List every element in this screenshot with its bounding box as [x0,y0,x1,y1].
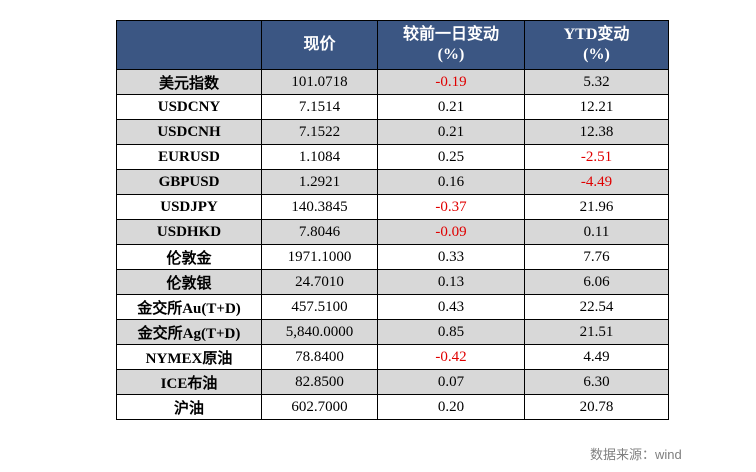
cell-price: 1971.1000 [261,244,378,270]
header-daily-change-unit: (%) [437,46,465,63]
cell-ytd-change: -2.51 [524,144,669,170]
cell-name: EURUSD [116,144,262,170]
cell-price: 78.8400 [261,344,378,370]
table-row: 金交所Au(T+D) 457.5100 0.43 22.54 [116,294,669,320]
cell-price: 602.7000 [261,394,378,420]
cell-name: 金交所Au(T+D) [116,294,262,320]
cell-price: 24.7010 [261,269,378,295]
header-ytd-change: YTD变动 (%) [524,20,669,70]
cell-name: 金交所Ag(T+D) [116,319,262,345]
cell-ytd-change: -4.49 [524,169,669,195]
table-row: 伦敦银 24.7010 0.13 6.06 [116,269,669,295]
cell-price: 7.1514 [261,94,378,120]
table-row: USDCNY 7.1514 0.21 12.21 [116,94,669,120]
cell-price: 5,840.0000 [261,319,378,345]
cell-name: 沪油 [116,394,262,420]
cell-name: USDJPY [116,194,262,220]
table-row: 金交所Ag(T+D) 5,840.0000 0.85 21.51 [116,319,669,345]
cell-daily-change: -0.37 [377,194,525,220]
cell-daily-change: 0.25 [377,144,525,170]
cell-ytd-change: 20.78 [524,394,669,420]
cell-name: 美元指数 [116,69,262,95]
cell-daily-change: 0.13 [377,269,525,295]
cell-daily-change: 0.43 [377,294,525,320]
table-body: 美元指数 101.0718 -0.19 5.32 USDCNY 7.1514 0.21 12.… [116,69,669,420]
cell-daily-change: 0.20 [377,394,525,420]
cell-ytd-change: 12.21 [524,94,669,120]
cell-price: 101.0718 [261,69,378,95]
cell-price: 457.5100 [261,294,378,320]
cell-ytd-change: 7.76 [524,244,669,270]
cell-ytd-change: 22.54 [524,294,669,320]
cell-ytd-change: 4.49 [524,344,669,370]
cell-ytd-change: 5.32 [524,69,669,95]
table-row: USDHKD 7.8046 -0.09 0.11 [116,219,669,245]
cell-daily-change: 0.21 [377,119,525,145]
table-row: 沪油 602.7000 0.20 20.78 [116,394,669,420]
cell-daily-change: -0.09 [377,219,525,245]
table-row: GBPUSD 1.2921 0.16 -4.49 [116,169,669,195]
header-ytd-change-unit: (%) [583,46,610,63]
cell-price: 82.8500 [261,369,378,395]
cell-daily-change: 0.16 [377,169,525,195]
source-note: 数据来源：wind [590,447,682,462]
header-daily-change: 较前一日变动 (%) [377,20,525,70]
cell-daily-change: 0.07 [377,369,525,395]
table-row: USDJPY 140.3845 -0.37 21.96 [116,194,669,220]
cell-ytd-change: 21.51 [524,319,669,345]
cell-name: USDCNH [116,119,262,145]
header-price: 现价 [261,20,378,70]
cell-ytd-change: 21.96 [524,194,669,220]
market-data-table: 现价 较前一日变动 (%) YTD变动 (%) 美元指数 101.0718 -0.1… [116,20,669,420]
table-header-row: 现价 较前一日变动 (%) YTD变动 (%) [116,20,669,70]
cell-daily-change: -0.42 [377,344,525,370]
cell-price: 7.1522 [261,119,378,145]
cell-daily-change: -0.19 [377,69,525,95]
cell-name: ICE布油 [116,369,262,395]
header-daily-change-title: 较前一日变动 [402,26,499,43]
cell-name: 伦敦金 [116,244,262,270]
header-ytd-change-title: YTD变动 [563,26,630,43]
cell-ytd-change: 6.06 [524,269,669,295]
cell-price: 140.3845 [261,194,378,220]
cell-ytd-change: 0.11 [524,219,669,245]
cell-name: USDCNY [116,94,262,120]
cell-price: 1.1084 [261,144,378,170]
cell-name: GBPUSD [116,169,262,195]
table-row: NYMEX原油 78.8400 -0.42 4.49 [116,344,669,370]
cell-ytd-change: 12.38 [524,119,669,145]
cell-daily-change: 0.33 [377,244,525,270]
cell-name: NYMEX原油 [116,344,262,370]
cell-daily-change: 0.21 [377,94,525,120]
cell-ytd-change: 6.30 [524,369,669,395]
cell-price: 7.8046 [261,219,378,245]
cell-name: 伦敦银 [116,269,262,295]
table-row: USDCNH 7.1522 0.21 12.38 [116,119,669,145]
cell-name: USDHKD [116,219,262,245]
cell-price: 1.2921 [261,169,378,195]
table-row: ICE布油 82.8500 0.07 6.30 [116,369,669,395]
table-row: EURUSD 1.1084 0.25 -2.51 [116,144,669,170]
table-row: 伦敦金 1971.1000 0.33 7.76 [116,244,669,270]
cell-daily-change: 0.85 [377,319,525,345]
table-row: 美元指数 101.0718 -0.19 5.32 [116,69,669,95]
header-name [116,20,262,70]
